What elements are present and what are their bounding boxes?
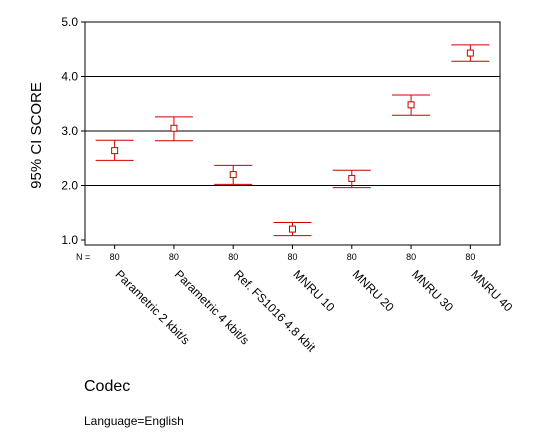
y-tick-label: 4.0 [61, 70, 78, 84]
error-bar [332, 169, 371, 189]
n-value: 80 [406, 252, 416, 262]
n-value: 80 [110, 252, 120, 262]
x-tick-label: MNRU 40 [468, 267, 515, 314]
n-value: 80 [465, 252, 475, 262]
y-tick-label: 1.0 [61, 233, 78, 247]
y-axis: 1.0 2.0 3.0 4.0 5.0 [61, 15, 85, 247]
mean-marker [170, 124, 178, 132]
y-tick-label: 5.0 [61, 15, 78, 29]
n-value: 80 [228, 252, 238, 262]
error-bar [214, 164, 253, 185]
x-tick-label: MNRU 30 [409, 267, 456, 314]
n-row: N = 80 80 80 80 80 80 80 [76, 252, 475, 262]
error-bar [95, 139, 134, 161]
footer-note: Language=English [84, 414, 184, 428]
mean-marker [466, 49, 474, 57]
y-tick-label: 3.0 [61, 124, 78, 138]
mean-marker [289, 225, 296, 233]
plot-frame [84, 21, 501, 246]
n-label: N = [76, 252, 90, 262]
error-bars [95, 44, 490, 237]
error-bar [392, 94, 431, 116]
error-bar [154, 116, 193, 142]
y-axis-label: 95% CI SCORE [28, 82, 45, 189]
grid-lines [85, 76, 500, 186]
error-bar [451, 44, 490, 62]
mean-marker [348, 174, 356, 182]
x-tick-label: MNRU 20 [350, 267, 397, 314]
x-axis-label: Codec [84, 378, 131, 395]
x-tick-label: MNRU 10 [290, 267, 337, 314]
mean-marker [407, 101, 415, 109]
n-value: 80 [287, 252, 297, 262]
y-tick-label: 2.0 [61, 179, 78, 193]
error-bar [273, 222, 312, 237]
n-value: 80 [347, 252, 357, 262]
n-value: 80 [169, 252, 179, 262]
mean-marker [229, 171, 237, 179]
mean-marker [111, 147, 119, 155]
